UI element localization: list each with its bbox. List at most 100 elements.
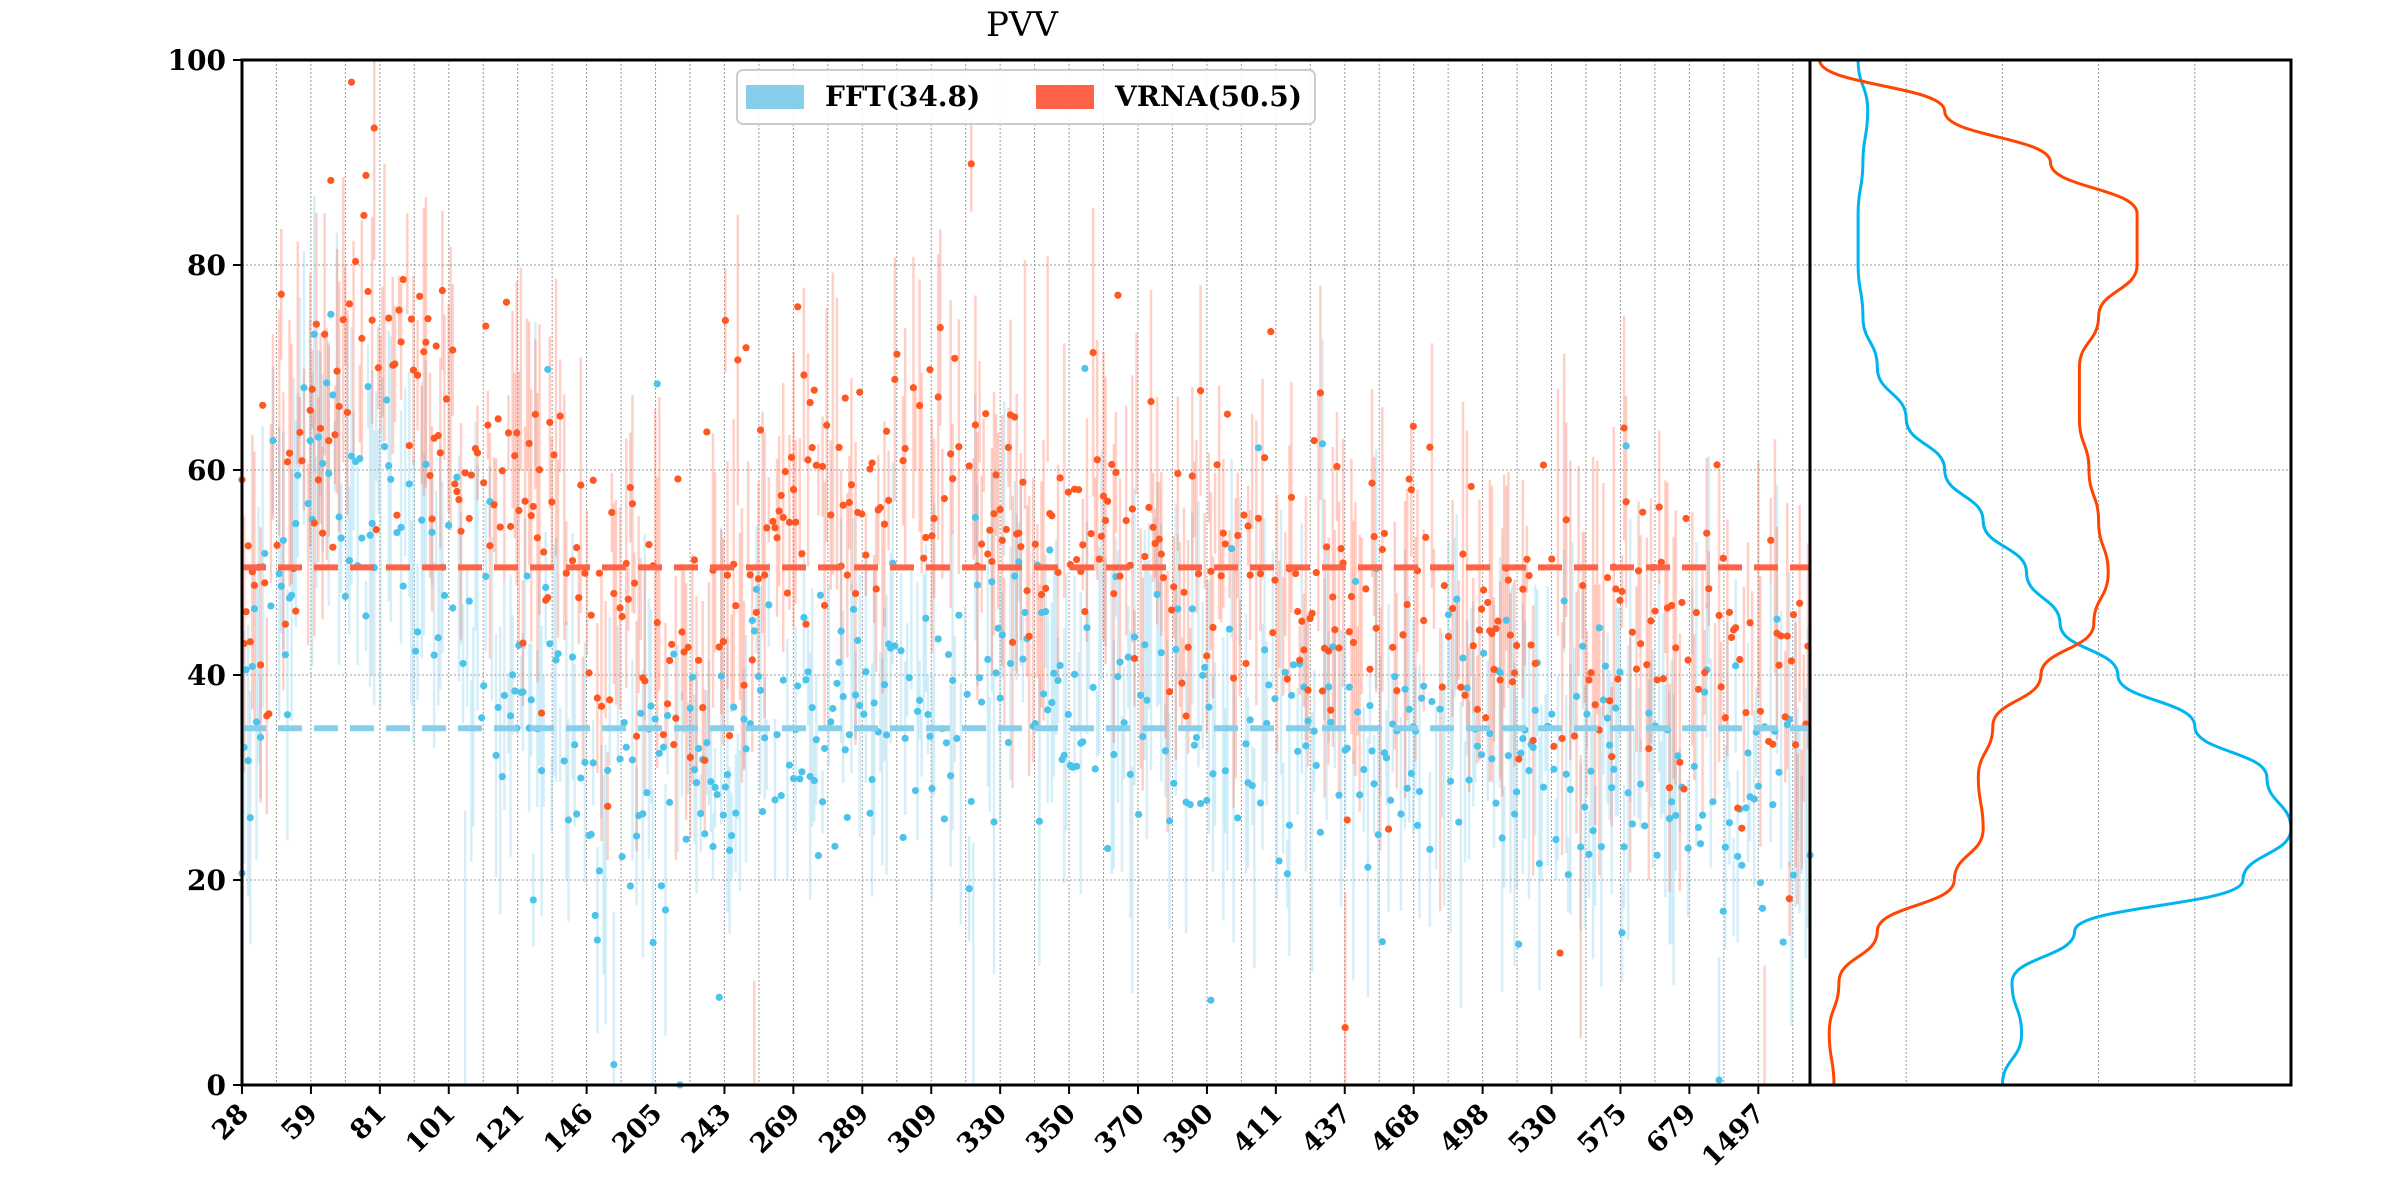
data-point bbox=[1539, 461, 1548, 469]
data-point bbox=[984, 655, 992, 663]
data-point bbox=[428, 515, 436, 523]
data-point bbox=[1787, 657, 1796, 665]
data-point bbox=[568, 653, 577, 661]
data-point bbox=[1194, 570, 1203, 578]
data-point bbox=[1510, 669, 1519, 677]
data-point bbox=[854, 636, 862, 645]
data-point bbox=[1667, 601, 1676, 610]
data-point bbox=[1585, 676, 1593, 684]
data-point bbox=[1318, 687, 1327, 695]
data-point bbox=[1587, 669, 1595, 677]
data-point bbox=[1624, 789, 1632, 797]
data-point bbox=[1415, 787, 1424, 796]
data-point bbox=[397, 523, 405, 531]
data-point bbox=[802, 676, 810, 684]
data-point bbox=[1265, 681, 1273, 689]
data-point bbox=[1004, 443, 1013, 452]
data-point bbox=[810, 386, 818, 394]
data-point bbox=[310, 330, 318, 338]
data-point bbox=[756, 686, 765, 694]
data-point bbox=[922, 533, 930, 542]
data-point bbox=[1488, 755, 1496, 763]
data-point bbox=[1612, 585, 1620, 593]
data-point bbox=[610, 1060, 618, 1069]
data-point bbox=[1789, 871, 1798, 879]
data-point bbox=[323, 379, 331, 387]
data-point bbox=[1725, 608, 1734, 616]
data-point bbox=[546, 640, 554, 648]
data-point bbox=[1525, 571, 1533, 580]
data-point bbox=[697, 809, 705, 818]
data-point bbox=[540, 548, 548, 556]
data-point bbox=[1742, 709, 1750, 717]
data-point bbox=[955, 443, 963, 451]
data-point bbox=[1678, 598, 1686, 607]
data-point bbox=[606, 696, 614, 704]
data-point bbox=[1225, 625, 1234, 633]
data-point bbox=[473, 449, 482, 457]
data-point bbox=[647, 702, 655, 710]
data-point bbox=[552, 656, 560, 664]
data-point bbox=[1694, 823, 1703, 832]
data-point bbox=[1684, 656, 1692, 664]
data-point bbox=[837, 627, 845, 635]
data-point bbox=[283, 458, 292, 466]
data-point bbox=[1333, 462, 1341, 471]
data-point bbox=[1713, 461, 1721, 469]
data-point bbox=[1665, 784, 1674, 792]
data-point bbox=[1620, 424, 1628, 432]
data-point bbox=[800, 371, 808, 379]
data-point bbox=[1608, 753, 1616, 761]
data-point bbox=[794, 303, 802, 311]
data-point bbox=[835, 443, 843, 452]
data-point bbox=[1785, 895, 1793, 903]
data-point bbox=[405, 480, 413, 488]
data-point bbox=[1477, 751, 1486, 759]
data-point bbox=[1667, 798, 1676, 806]
data-point bbox=[246, 814, 254, 822]
data-point bbox=[996, 505, 1004, 514]
data-point bbox=[728, 831, 736, 840]
data-point bbox=[1368, 479, 1376, 487]
data-point bbox=[734, 356, 742, 364]
data-point bbox=[1008, 638, 1017, 646]
data-point bbox=[500, 691, 508, 700]
data-point bbox=[1502, 616, 1510, 624]
data-point bbox=[1769, 801, 1777, 809]
data-point bbox=[1310, 727, 1318, 735]
data-point bbox=[916, 696, 924, 704]
data-point bbox=[533, 534, 542, 542]
data-point bbox=[670, 741, 678, 749]
data-point bbox=[1155, 535, 1163, 543]
data-point bbox=[715, 993, 723, 1001]
data-point bbox=[1382, 754, 1391, 762]
data-point bbox=[306, 406, 314, 414]
data-point bbox=[1484, 598, 1492, 607]
data-point bbox=[701, 756, 709, 764]
data-point bbox=[560, 757, 568, 765]
data-point bbox=[529, 896, 537, 904]
data-point bbox=[851, 691, 860, 699]
data-point bbox=[368, 519, 376, 527]
data-point bbox=[808, 703, 816, 712]
data-point bbox=[1562, 770, 1570, 778]
legend-label-fft: FFT(34.8) bbox=[825, 80, 980, 113]
data-point bbox=[1455, 818, 1463, 826]
data-point bbox=[478, 714, 486, 722]
density-curve bbox=[1856, 59, 2293, 1086]
y-tick-label: 0 bbox=[207, 1069, 226, 1102]
data-point bbox=[1610, 765, 1618, 773]
data-point bbox=[1655, 503, 1663, 511]
data-point bbox=[1141, 552, 1149, 561]
data-point bbox=[480, 682, 488, 690]
data-point bbox=[827, 511, 835, 519]
data-point bbox=[686, 704, 694, 712]
data-point bbox=[529, 502, 537, 511]
data-point bbox=[1581, 803, 1589, 811]
data-point bbox=[831, 842, 839, 850]
data-point bbox=[1653, 851, 1661, 859]
data-point bbox=[990, 818, 998, 826]
data-point bbox=[1643, 661, 1651, 669]
data-point bbox=[709, 842, 717, 851]
